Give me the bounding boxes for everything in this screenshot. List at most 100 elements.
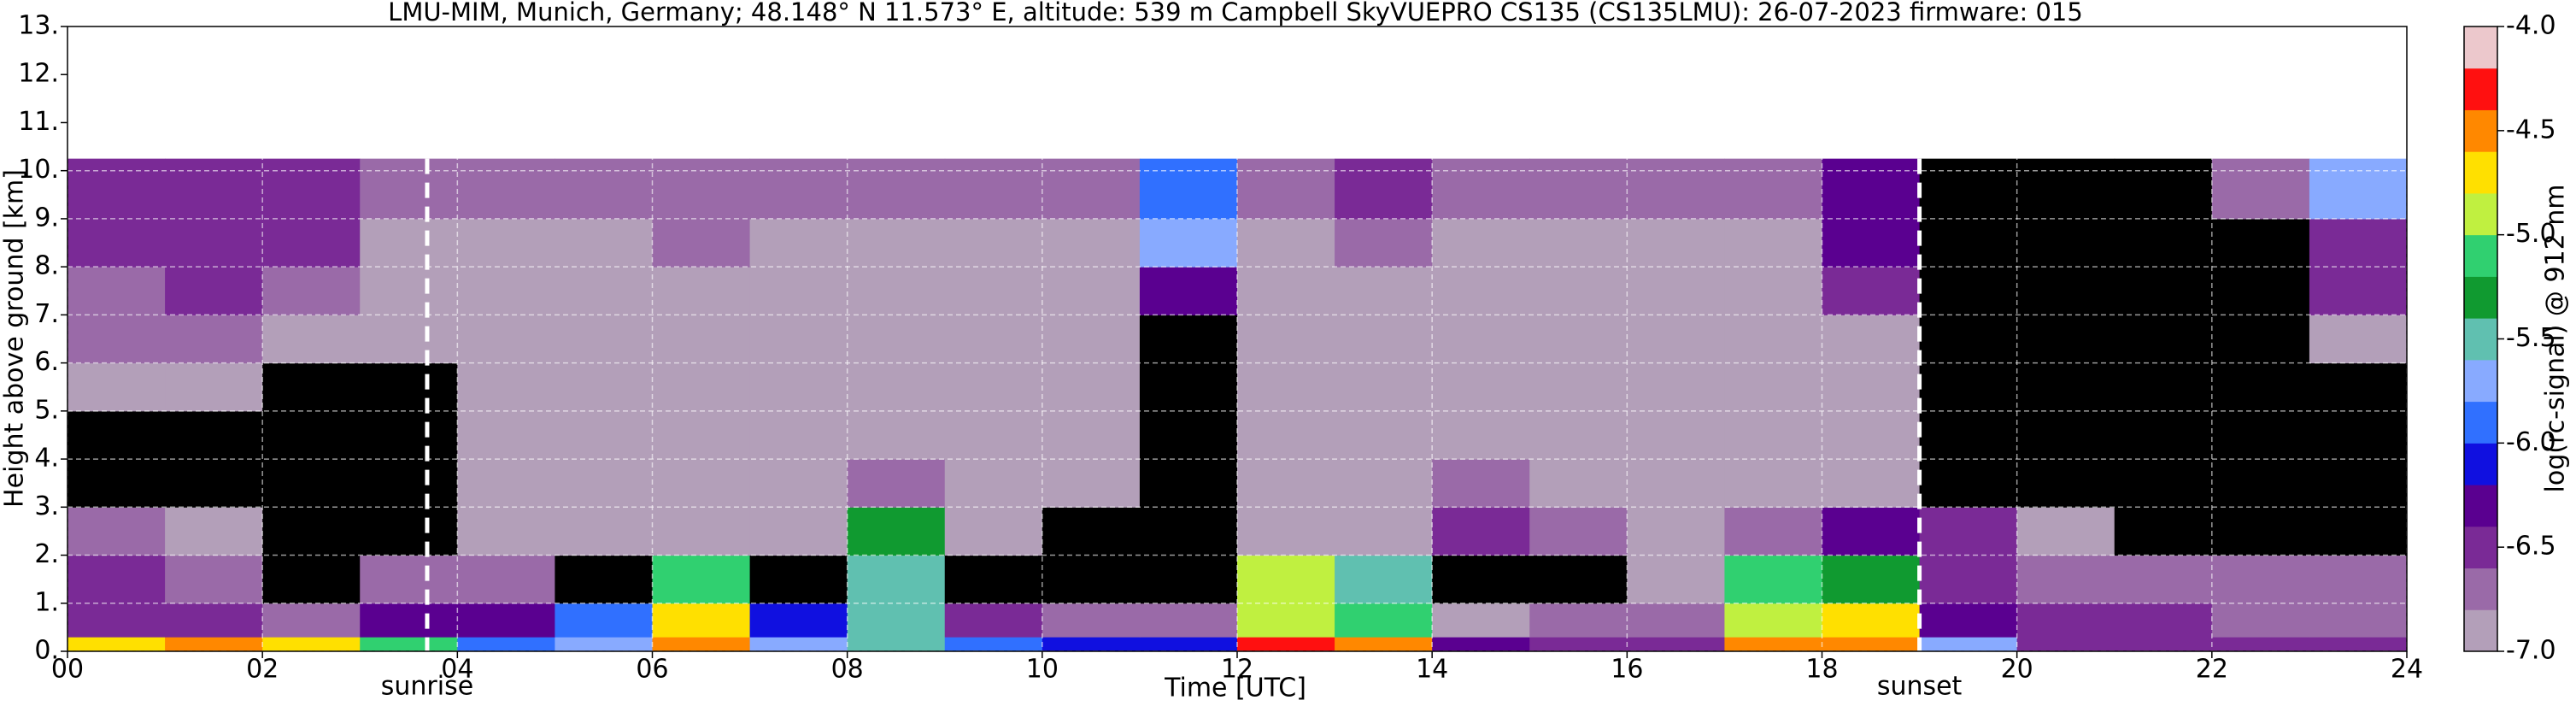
heat-cell (457, 158, 555, 220)
heat-cell (1042, 267, 1141, 315)
colorbar-segment (2464, 526, 2497, 569)
heat-cell (1724, 555, 1822, 604)
heat-cell (1919, 218, 2018, 268)
heat-cell (847, 218, 946, 268)
heat-cell (1432, 555, 1530, 604)
heat-cell (1822, 507, 1921, 556)
y-tick-label: 0. (34, 636, 59, 666)
heat-cell (749, 267, 848, 315)
y-tick-label: 3. (34, 491, 59, 521)
heat-cell (1335, 218, 1433, 268)
colorbar-segment (2464, 609, 2497, 652)
heat-cell (944, 158, 1043, 220)
heat-cell (2309, 267, 2408, 315)
heat-cell (1627, 603, 1725, 638)
x-tick-label: 06 (636, 655, 668, 685)
y-tick-label: 5. (34, 395, 59, 425)
heat-cell (555, 218, 653, 268)
heat-cell (1042, 637, 1141, 652)
heat-cell (1432, 158, 1530, 220)
x-axis-label: Time [UTC] (1164, 674, 1306, 703)
heat-cell (1335, 362, 1433, 412)
heat-cell (652, 315, 751, 364)
heat-cell (67, 362, 166, 412)
heat-cell (847, 410, 946, 460)
heat-cell (360, 267, 458, 315)
heat-cell (555, 362, 653, 412)
heat-cell (2309, 315, 2408, 364)
annotation-label: sunrise (381, 672, 473, 702)
heat-cell (847, 267, 946, 315)
heat-cell (652, 218, 751, 268)
heat-cell (749, 603, 848, 638)
heat-cell (1237, 410, 1335, 460)
heat-cell (1139, 459, 1238, 508)
heat-cell (2211, 603, 2310, 638)
heat-cell (457, 637, 555, 652)
heat-cell (2016, 267, 2115, 315)
heat-cell (555, 603, 653, 638)
heat-cell (2309, 158, 2408, 220)
heat-cell (360, 459, 458, 508)
heat-cell (2114, 362, 2213, 412)
heat-cell (1139, 555, 1238, 604)
heat-cell (652, 459, 751, 508)
heat-cell (847, 507, 946, 556)
heat-cell (2016, 410, 2115, 460)
heat-cell (457, 410, 555, 460)
heat-cell (1627, 158, 1725, 220)
x-tick-label: 18 (1805, 655, 1838, 685)
colorbar-tick-label: -5.0 (2506, 219, 2556, 249)
heat-cell (847, 459, 946, 508)
heat-cell (1237, 158, 1335, 220)
heat-cell (2114, 158, 2213, 220)
heat-cell (2309, 603, 2408, 638)
heat-cell (1139, 218, 1238, 268)
heat-cell (262, 637, 361, 652)
heat-cell (749, 158, 848, 220)
heat-cell (2114, 267, 2213, 315)
heat-cell (457, 603, 555, 638)
heat-cell (1822, 410, 1921, 460)
colorbar-segment (2464, 234, 2497, 277)
heat-cell (1042, 459, 1141, 508)
heat-cell (749, 507, 848, 556)
heat-cell (1724, 459, 1822, 508)
heat-cell (1529, 218, 1628, 268)
heat-cell (2114, 507, 2213, 556)
heat-cell (2114, 603, 2213, 638)
heat-cell (1432, 362, 1530, 412)
colorbar-segment (2464, 318, 2497, 361)
heat-cell (1724, 315, 1822, 364)
heat-cell (1724, 637, 1822, 652)
heat-cell (944, 362, 1043, 412)
heat-cell (1822, 637, 1921, 652)
heat-cell (1822, 603, 1921, 638)
heat-cell (262, 158, 361, 220)
heat-cell (1237, 267, 1335, 315)
heat-cell (1139, 158, 1238, 220)
heat-cell (457, 555, 555, 604)
colorbar-segment (2464, 192, 2497, 236)
heat-cell (749, 315, 848, 364)
heat-cell (749, 362, 848, 412)
heat-cell (1335, 603, 1433, 638)
heat-cell (262, 410, 361, 460)
heat-cell (847, 158, 946, 220)
heat-cell (360, 315, 458, 364)
heat-cell (1822, 158, 1921, 220)
heat-cell (1919, 158, 2018, 220)
heat-cell (749, 218, 848, 268)
y-tick-label: 1. (34, 587, 59, 617)
heat-cell (1432, 637, 1530, 652)
colorbar-segment (2464, 485, 2497, 527)
heat-cell (457, 507, 555, 556)
heat-cell (652, 507, 751, 556)
y-tick-label: 10. (18, 155, 59, 185)
colorbar-segment (2464, 109, 2497, 152)
heat-cell (2309, 410, 2408, 460)
heat-cell (1822, 267, 1921, 315)
x-tick-label: 24 (2391, 655, 2423, 685)
heat-cell (1432, 507, 1530, 556)
x-tick-label: 16 (1611, 655, 1643, 685)
